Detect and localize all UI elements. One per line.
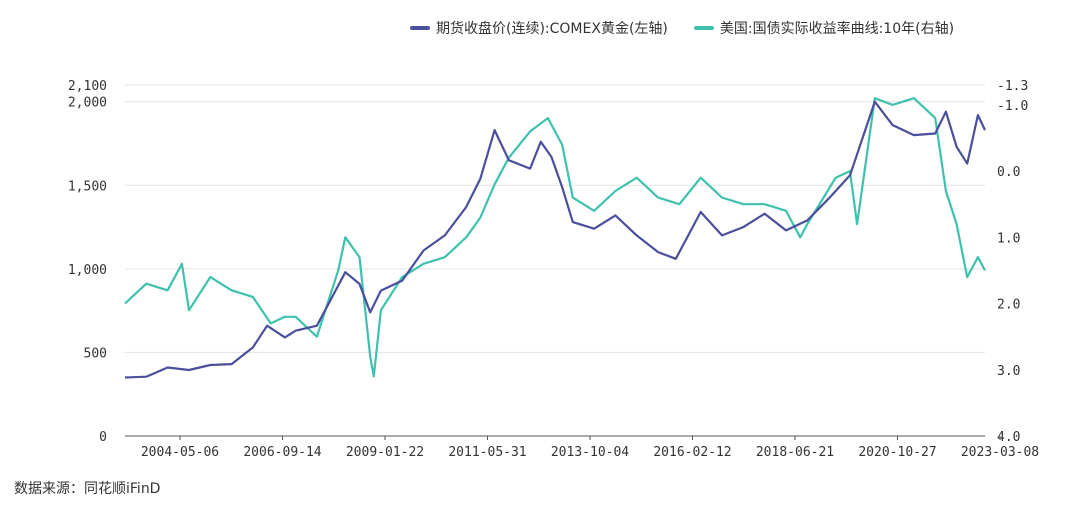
legend: 期货收盘价(连续):COMEX黄金(左轴) 美国:国债实际收益率曲线:10年(右… (410, 18, 980, 38)
series-line-gold-price (124, 100, 986, 379)
left-axis-tick-label: 0 (99, 430, 107, 445)
legend-label-gold: 期货收盘价(连续):COMEX黄金(左轴) (436, 21, 668, 37)
x-axis-tick-label: 2011-05-31 (448, 445, 526, 460)
left-axis-tick-label: 500 (84, 346, 107, 361)
legend-swatch-real-yield (693, 26, 714, 30)
right-axis-tick-label: 3.0 (997, 364, 1020, 379)
x-axis-tick-label: 2020-10-27 (858, 445, 936, 460)
right-axis-tick-label: 0.0 (997, 165, 1020, 180)
x-axis-ticks: 2004-05-06 2006-09-14 2009-01-22 2011-05-31… (141, 436, 1039, 460)
left-axis-tick-label: 1,500 (68, 179, 107, 194)
legend-label-real-yield: 美国:国债实际收益率曲线:10年(右轴) (719, 21, 955, 37)
left-axis-tick-label: 1,000 (68, 263, 107, 278)
series-line-real-yield (124, 97, 986, 378)
left-axis-ticks: 0 500 1,000 1,500 2,000 2,100 (68, 79, 107, 445)
x-axis-tick-label: 2004-05-06 (141, 445, 219, 460)
right-axis-tick-label: 4.0 (997, 430, 1020, 445)
x-axis-tick-label: 2018-06-21 (756, 445, 834, 460)
x-axis-tick-label: 2016-02-12 (653, 445, 731, 460)
left-axis-tick-label: 2,000 (68, 96, 107, 111)
x-axis-tick-label: 2023-03-08 (961, 445, 1039, 460)
right-axis-tick-label: 1.0 (997, 231, 1020, 246)
legend-item-real-yield: 美国:国债实际收益率曲线:10年(右轴) (693, 18, 955, 38)
grid-lines (125, 84, 985, 353)
left-axis-tick-label: 2,100 (68, 79, 107, 94)
data-source-note: 数据来源：同花顺iFinD (14, 481, 161, 497)
legend-item-gold: 期货收盘价(连续):COMEX黄金(左轴) (410, 18, 668, 38)
right-axis-tick-label: -1.0 (997, 99, 1028, 114)
right-axis-tick-label: 2.0 (997, 298, 1020, 313)
x-axis-tick-label: 2013-10-04 (551, 445, 629, 460)
right-axis-ticks: -1.3 -1.0 0.0 1.0 2.0 3.0 4.0 (997, 79, 1028, 445)
legend-swatch-gold (410, 26, 430, 30)
series-layer (124, 97, 986, 379)
x-axis-tick-label: 2009-01-22 (346, 445, 424, 460)
x-axis-tick-label: 2006-09-14 (243, 445, 321, 460)
right-axis-tick-label: -1.3 (997, 79, 1028, 94)
